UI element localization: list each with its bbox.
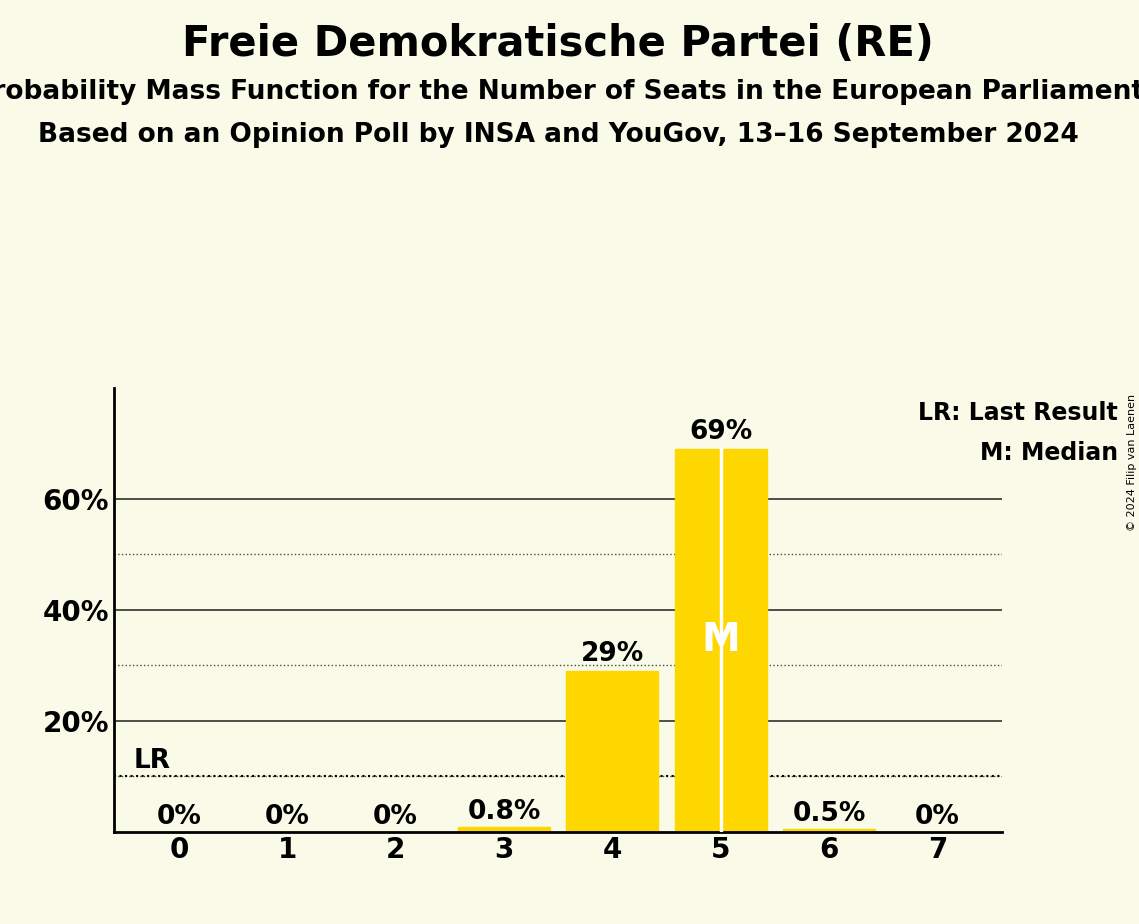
Text: 0%: 0%: [915, 805, 960, 831]
Bar: [674, 449, 767, 832]
Text: Based on an Opinion Poll by INSA and YouGov, 13–16 September 2024: Based on an Opinion Poll by INSA and You…: [38, 122, 1079, 148]
Text: 29%: 29%: [581, 641, 644, 667]
Text: 69%: 69%: [689, 419, 752, 445]
Bar: [458, 827, 550, 832]
Text: 0.8%: 0.8%: [467, 799, 541, 825]
Text: Probability Mass Function for the Number of Seats in the European Parliament: Probability Mass Function for the Number…: [0, 79, 1139, 104]
Text: 0%: 0%: [156, 805, 202, 831]
Text: Freie Demokratische Partei (RE): Freie Demokratische Partei (RE): [182, 23, 934, 65]
Text: 0%: 0%: [264, 805, 310, 831]
Text: LR: Last Result: LR: Last Result: [918, 401, 1117, 425]
Text: M: M: [702, 621, 740, 660]
Text: LR: LR: [133, 748, 171, 774]
Bar: [566, 671, 658, 832]
Text: 0.5%: 0.5%: [793, 800, 866, 827]
Bar: [782, 829, 875, 832]
Text: M: Median: M: Median: [980, 442, 1117, 466]
Text: 0%: 0%: [374, 805, 418, 831]
Text: © 2024 Filip van Laenen: © 2024 Filip van Laenen: [1126, 394, 1137, 530]
